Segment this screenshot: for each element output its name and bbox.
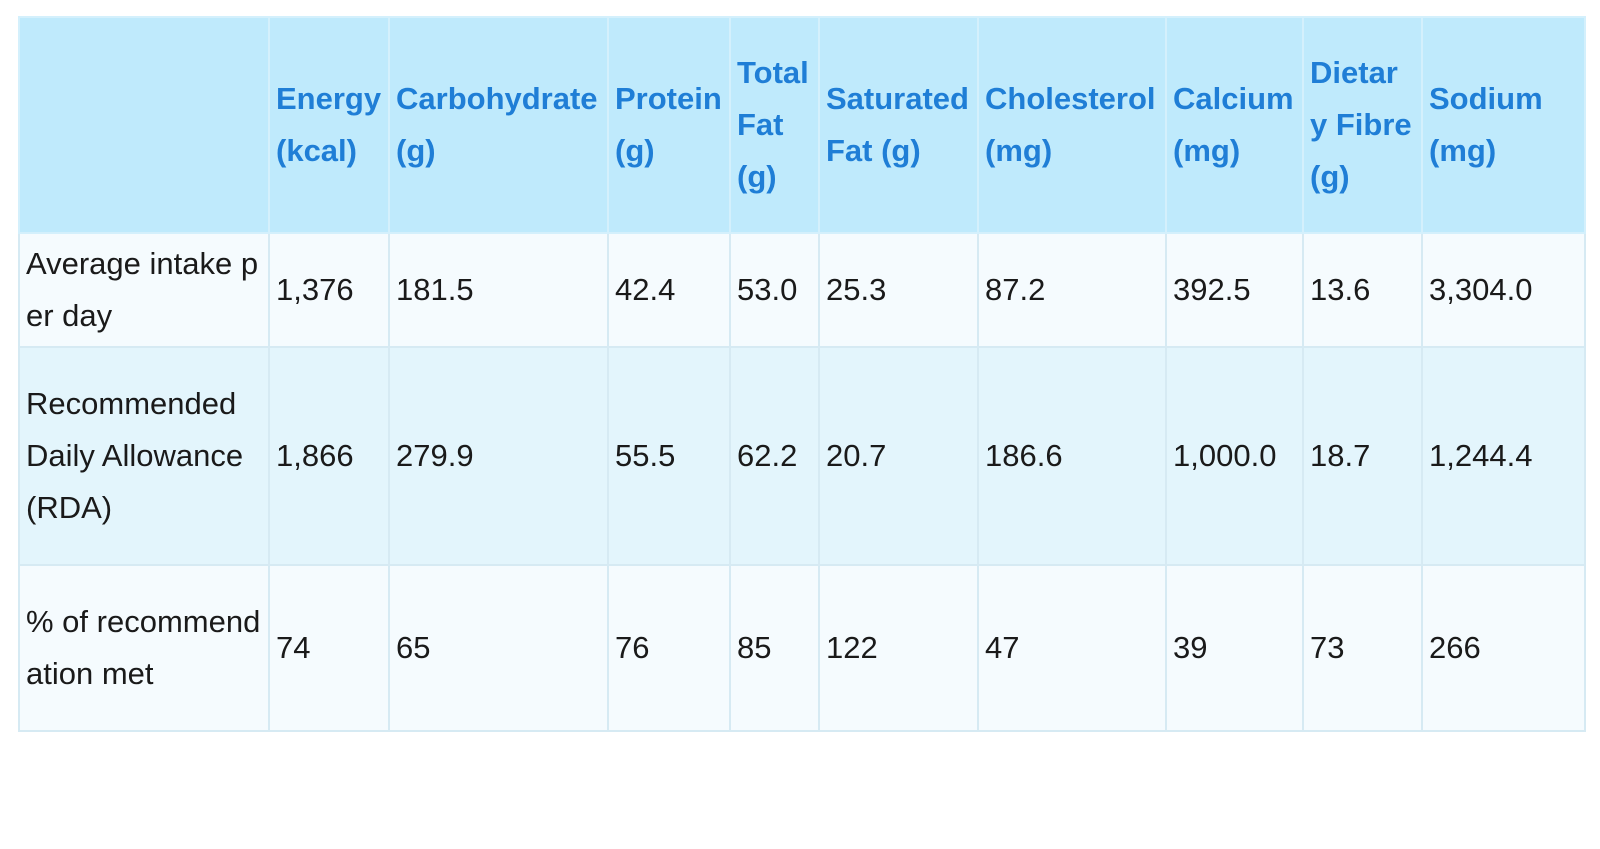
table-row-rda: Recommended Daily Allowance (RDA) 1,866 … [18, 346, 1586, 566]
table-cell: 73 [1302, 564, 1423, 732]
table-cell: 47 [977, 564, 1167, 732]
column-header-calcium: Calcium (mg) [1165, 16, 1304, 234]
table-cell: 279.9 [388, 346, 609, 566]
column-header-sodium: Sodium (mg) [1421, 16, 1586, 234]
table-header-row: Energy (kcal) Carbohydrate (g) Protein (… [18, 16, 1586, 234]
table-cell: 1,244.4 [1421, 346, 1586, 566]
row-label: Average intake per day [18, 232, 270, 348]
table-cell: 1,376 [268, 232, 390, 348]
row-label: Recommended Daily Allowance (RDA) [18, 346, 270, 566]
table-cell: 3,304.0 [1421, 232, 1586, 348]
table-cell: 186.6 [977, 346, 1167, 566]
column-header-carbohydrate: Carbohydrate (g) [388, 16, 609, 234]
table-cell: 87.2 [977, 232, 1167, 348]
table-cell: 55.5 [607, 346, 731, 566]
table-cell: 76 [607, 564, 731, 732]
table-cell: 65 [388, 564, 609, 732]
column-header-total-fat: Total Fat (g) [729, 16, 820, 234]
column-header-cholesterol: Cholesterol (mg) [977, 16, 1167, 234]
table-cell: 392.5 [1165, 232, 1304, 348]
table-cell: 1,866 [268, 346, 390, 566]
table-row-average-intake: Average intake per day 1,376 181.5 42.4 … [18, 232, 1586, 348]
table-cell: 39 [1165, 564, 1304, 732]
header-corner-cell [18, 16, 270, 234]
table-cell: 20.7 [818, 346, 979, 566]
table-cell: 25.3 [818, 232, 979, 348]
table-cell: 13.6 [1302, 232, 1423, 348]
table-cell: 53.0 [729, 232, 820, 348]
table-cell: 266 [1421, 564, 1586, 732]
table-cell: 181.5 [388, 232, 609, 348]
table-row-percent-met: % of recommendation met 74 65 76 85 122 … [18, 564, 1586, 732]
column-header-energy: Energy (kcal) [268, 16, 390, 234]
table-cell: 122 [818, 564, 979, 732]
table-cell: 1,000.0 [1165, 346, 1304, 566]
table-cell: 42.4 [607, 232, 731, 348]
column-header-protein: Protein (g) [607, 16, 731, 234]
column-header-dietary-fibre: Dietary Fibre (g) [1302, 16, 1423, 234]
table-cell: 62.2 [729, 346, 820, 566]
table-cell: 85 [729, 564, 820, 732]
table-cell: 74 [268, 564, 390, 732]
column-header-saturated-fat: Saturated Fat (g) [818, 16, 979, 234]
nutrition-table: Energy (kcal) Carbohydrate (g) Protein (… [18, 16, 1586, 732]
row-label: % of recommendation met [18, 564, 270, 732]
table-cell: 18.7 [1302, 346, 1423, 566]
